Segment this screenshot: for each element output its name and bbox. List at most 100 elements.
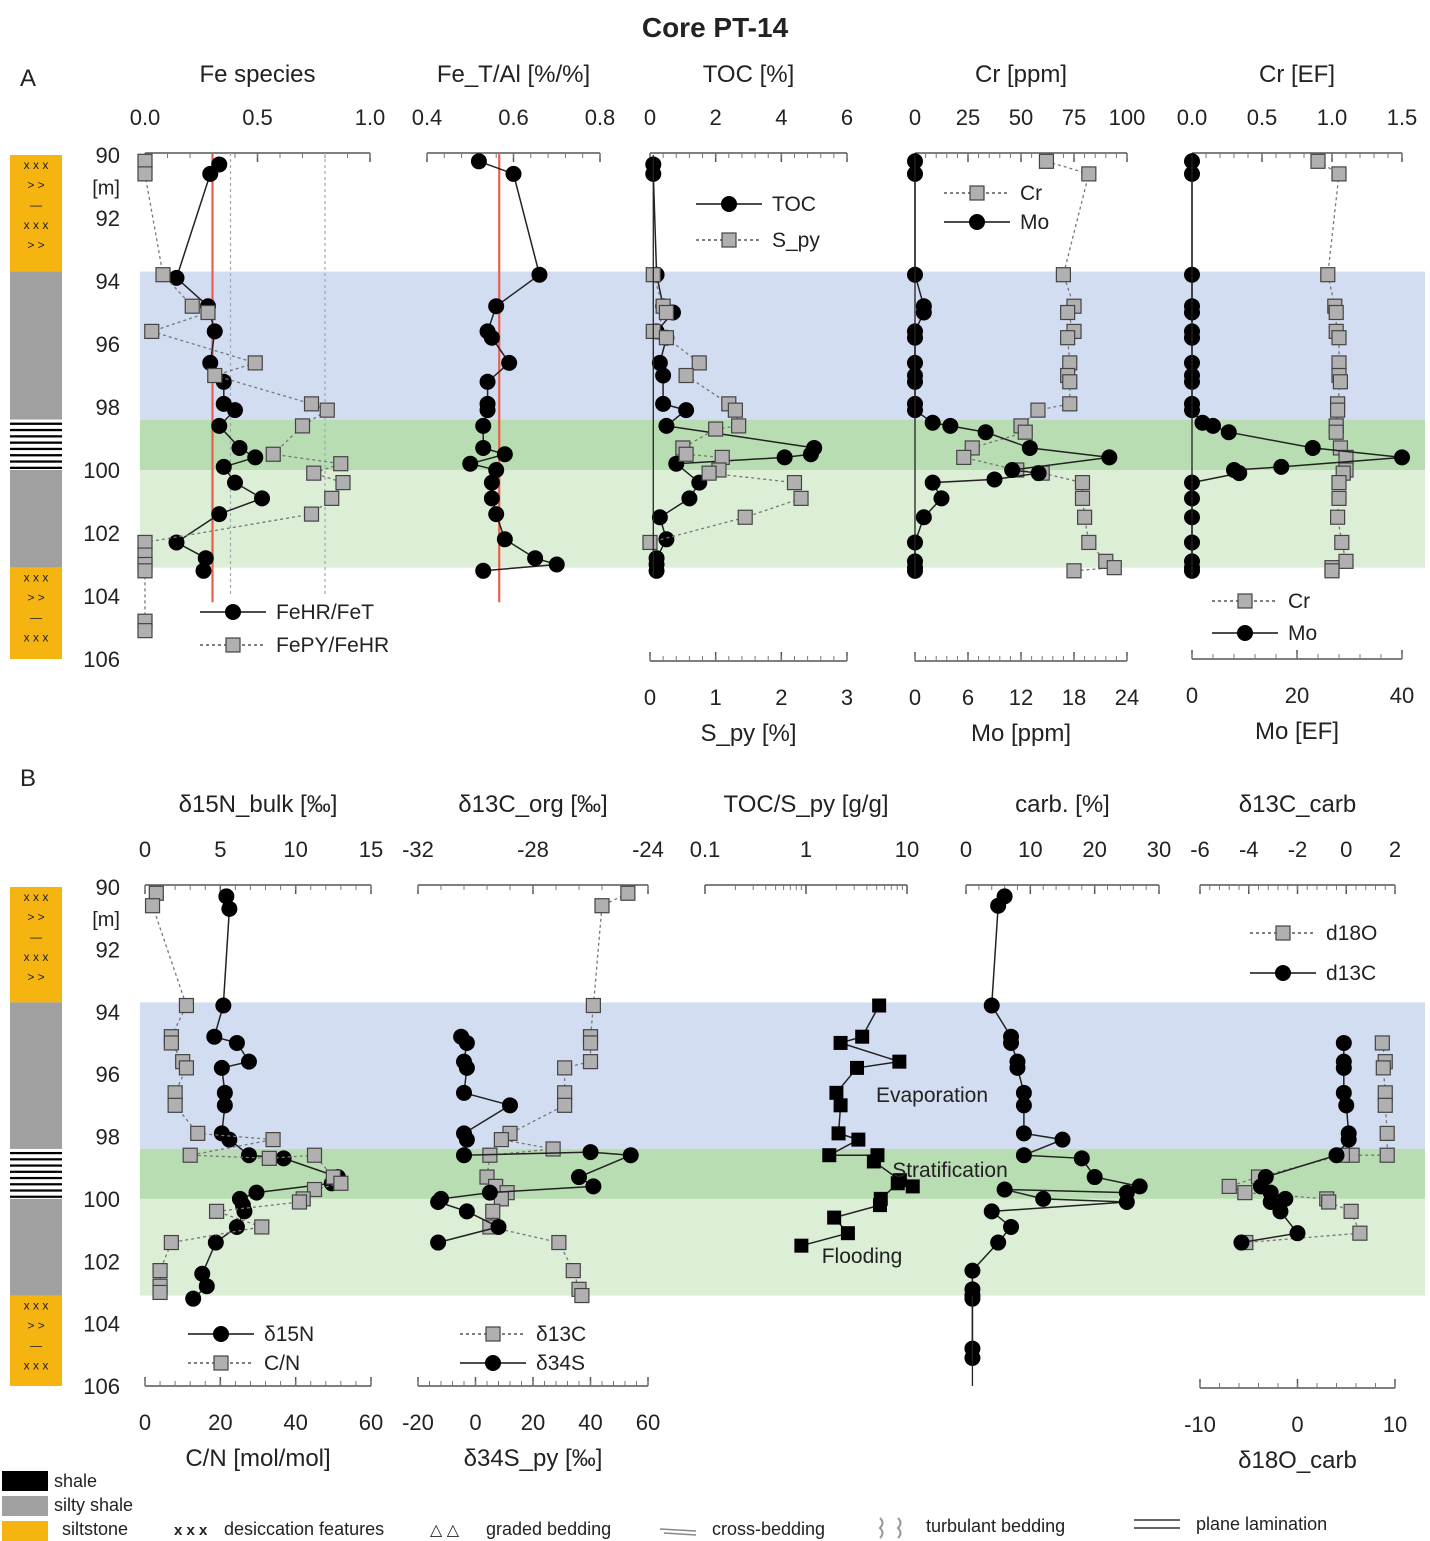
data-point xyxy=(1343,1203,1359,1219)
data-point xyxy=(501,354,518,371)
data-point xyxy=(582,1144,599,1161)
bottom-axis-title: Mo [EF] xyxy=(1255,718,1339,745)
legend-label: δ13C xyxy=(536,1323,586,1346)
bottom-axis-title: δ34S_py [‰] xyxy=(464,1445,603,1472)
zone-band-evaporation xyxy=(140,271,1425,420)
depth-tick-label: 96 xyxy=(96,332,120,357)
data-point xyxy=(207,367,223,384)
depth-tick-label: 94 xyxy=(96,1000,120,1025)
data-point xyxy=(655,395,672,412)
data-point xyxy=(144,898,161,914)
data-point xyxy=(622,1147,639,1164)
data-point xyxy=(265,446,281,462)
data-point xyxy=(190,1125,206,1141)
data-point xyxy=(1304,439,1321,456)
silty-shale-swatch xyxy=(2,1496,48,1516)
data-point xyxy=(1081,166,1097,182)
chart-title-tocspy: TOC/S_py [g/g] xyxy=(724,791,889,818)
siltstone-symbol: > > xyxy=(27,1319,44,1333)
axis-tick-label: -20 xyxy=(402,1410,434,1435)
legend-marker xyxy=(1275,925,1291,941)
axis-tick-label: -2 xyxy=(1288,837,1308,862)
data-point xyxy=(496,531,513,548)
data-point xyxy=(1054,1131,1071,1148)
depth-tick-label: 96 xyxy=(96,1062,120,1087)
data-point xyxy=(493,1132,509,1148)
data-point xyxy=(1324,563,1340,579)
cross-bedding-label: cross-bedding xyxy=(712,1519,825,1539)
lithology-legend: shale silty shale siltstone x x x desicc… xyxy=(2,1471,1327,1541)
siltstone-symbol: x x x xyxy=(24,571,49,585)
data-point xyxy=(1062,355,1078,371)
data-point xyxy=(1331,330,1347,346)
data-point xyxy=(727,402,743,418)
cross-bedding-icon xyxy=(659,1528,697,1536)
data-point xyxy=(475,417,492,434)
axis-tick-label: 0 xyxy=(1340,837,1352,862)
data-point xyxy=(620,885,636,901)
axis-tick-label: 1.0 xyxy=(355,105,386,130)
data-point xyxy=(1321,1194,1337,1210)
data-point xyxy=(1220,424,1237,441)
data-point xyxy=(333,1175,349,1191)
data-point xyxy=(265,1132,281,1148)
data-point xyxy=(915,509,932,526)
turbulent-bedding-label: turbulant bedding xyxy=(926,1516,1065,1536)
data-point xyxy=(198,1278,215,1295)
axis-tick-label: 40 xyxy=(1390,683,1414,708)
data-point xyxy=(202,165,219,182)
data-point xyxy=(227,474,243,491)
legend-label: FePY/FeHR xyxy=(276,634,389,657)
data-point xyxy=(1340,1131,1357,1148)
axis-tick-label: 0 xyxy=(960,837,972,862)
data-point xyxy=(794,1238,809,1253)
axis-tick-label: 6 xyxy=(962,685,974,710)
data-point xyxy=(1081,534,1097,551)
data-point xyxy=(456,1147,472,1164)
depth-tick-label: 106 xyxy=(83,647,120,672)
data-point xyxy=(182,1147,198,1163)
shale-band xyxy=(10,441,62,444)
axis-tick-label: 10 xyxy=(283,837,307,862)
depth-tick-label: 102 xyxy=(83,1249,120,1274)
data-point xyxy=(137,563,153,579)
data-point xyxy=(1101,449,1118,466)
data-point xyxy=(221,1131,238,1148)
axis-tick-label: 5 xyxy=(214,837,226,862)
axis-tick-label: 3 xyxy=(841,685,853,710)
data-point xyxy=(488,298,505,315)
data-point xyxy=(137,153,153,169)
legend-marker xyxy=(969,214,985,230)
chart-title-cr_mo: Cr [ppm] xyxy=(975,61,1067,88)
data-point xyxy=(866,1154,881,1169)
data-point xyxy=(483,329,500,346)
figure-title: Core PT-14 xyxy=(642,12,789,43)
data-point xyxy=(986,471,1003,488)
zone-band-flooding xyxy=(140,1198,1425,1296)
axis-tick-label: 0.0 xyxy=(130,105,161,130)
data-point xyxy=(956,449,972,465)
data-point xyxy=(479,402,496,419)
data-point xyxy=(483,490,500,507)
siltstone-symbol: > > xyxy=(27,591,44,605)
data-point xyxy=(1015,1097,1032,1114)
axis-tick-label: -4 xyxy=(1239,837,1259,862)
litho-silty-shale xyxy=(10,1198,62,1296)
axis-tick-label: 0 xyxy=(644,685,656,710)
chart-title-d13ccarb: δ13C_carb xyxy=(1239,791,1356,818)
data-point xyxy=(1021,439,1038,456)
data-point xyxy=(195,562,212,579)
legend-marker xyxy=(1237,593,1253,609)
lithology-columns: x x x > > — x x x > > x x x > > — x x x x x x > > —… xyxy=(10,155,62,1386)
axis-tick-label: 0.1 xyxy=(690,837,721,862)
data-point xyxy=(1379,1147,1395,1163)
data-point xyxy=(254,1219,270,1235)
legend-marker xyxy=(721,232,737,248)
siltstone-symbol: > > xyxy=(27,970,44,984)
siltstone-symbol: x x x xyxy=(24,158,49,172)
data-point xyxy=(247,449,264,466)
data-point xyxy=(658,417,675,434)
axis-tick-label: 0 xyxy=(139,837,151,862)
depth-tick-label: 90 xyxy=(96,875,120,900)
data-point xyxy=(1332,374,1349,390)
